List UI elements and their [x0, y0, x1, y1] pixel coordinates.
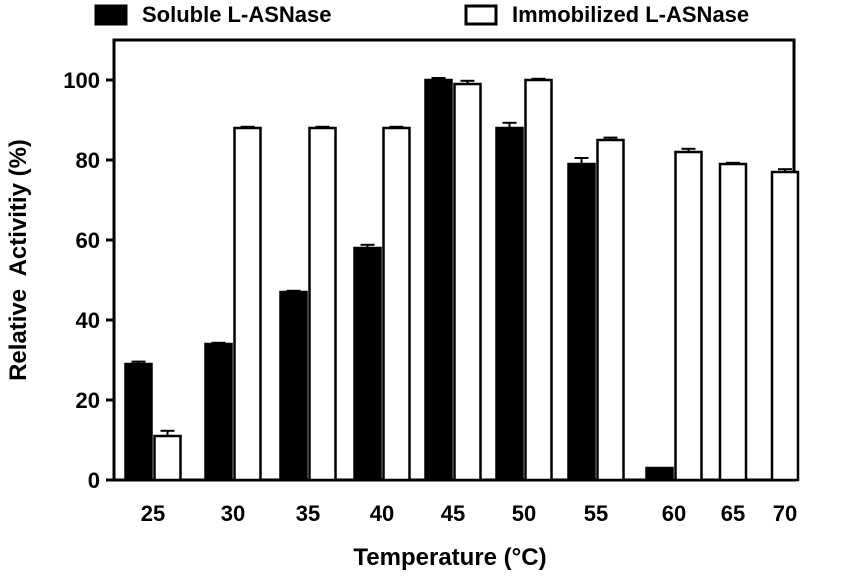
x-tick-label: 40 — [370, 501, 394, 526]
x-tick-label: 30 — [221, 501, 245, 526]
bar-soluble — [495, 126, 524, 482]
bar-soluble — [424, 78, 453, 482]
bar-immobilized — [718, 162, 748, 482]
bar-soluble — [124, 362, 153, 482]
bar-immobilized — [153, 434, 182, 482]
legend: Soluble L-ASNase Immobilized L-ASNase — [94, 2, 749, 27]
x-tick-label: 35 — [296, 501, 320, 526]
x-tick-label: 70 — [773, 501, 797, 526]
y-axis-title: Relative Activitiy (%) — [5, 139, 32, 381]
legend-label: Immobilized L-ASNase — [512, 2, 749, 27]
bar-immobilized — [770, 170, 800, 482]
bar-immobilized — [382, 126, 411, 482]
x-tick-label: 55 — [584, 501, 608, 526]
bars — [124, 77, 800, 482]
x-tick-label: 45 — [441, 501, 465, 526]
y-tick-label: 100 — [63, 68, 100, 93]
bar-soluble — [279, 290, 308, 482]
y-axis: 0 20 40 60 80 100 — [63, 68, 114, 493]
bar-immobilized — [596, 138, 625, 482]
bar-immobilized — [674, 150, 703, 482]
x-axis-title: Temperature (°C) — [353, 544, 546, 571]
x-axis: 25 30 35 40 45 50 55 60 65 70 — [141, 501, 797, 526]
bar-soluble — [353, 246, 382, 482]
bar-soluble — [645, 466, 674, 482]
bar-immobilized — [524, 78, 553, 482]
x-tick-label: 65 — [721, 501, 745, 526]
x-tick-label: 25 — [141, 501, 165, 526]
y-tick-label: 80 — [76, 148, 100, 173]
y-tick-label: 0 — [88, 468, 100, 493]
bar-immobilized — [453, 82, 482, 482]
legend-swatch — [464, 4, 498, 26]
bar-soluble — [204, 342, 233, 482]
y-tick-label: 40 — [76, 308, 100, 333]
bar-immobilized — [233, 126, 262, 482]
y-tick-label: 60 — [76, 228, 100, 253]
bar-immobilized — [308, 126, 337, 482]
x-tick-label: 50 — [512, 501, 536, 526]
x-tick-label: 60 — [662, 501, 686, 526]
bar-soluble — [567, 162, 596, 482]
y-tick-label: 20 — [76, 388, 100, 413]
legend-swatch — [94, 4, 128, 26]
legend-label: Soluble L-ASNase — [142, 2, 331, 27]
